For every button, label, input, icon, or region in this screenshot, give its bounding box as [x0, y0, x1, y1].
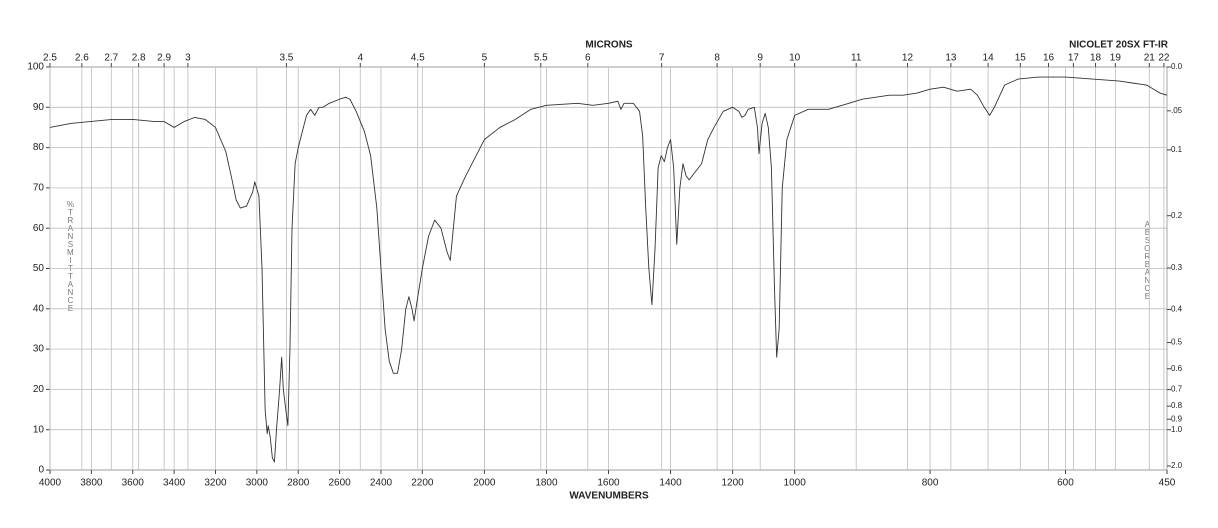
- top-x-tick-label: 4: [357, 53, 363, 64]
- top-x-tick-label: 12: [902, 53, 914, 64]
- top-x-tick-label: 16: [1043, 53, 1055, 64]
- x-tick-label: 600: [1057, 478, 1074, 489]
- x-tick-label: 1200: [721, 478, 744, 489]
- top-x-tick-label: 2.9: [157, 53, 171, 64]
- y2-tick-label: 0.1: [1171, 145, 1183, 154]
- y2-tick-label: 0.2: [1171, 211, 1183, 220]
- y-tick-label: 50: [33, 263, 45, 274]
- top-x-tick-label: 3: [185, 53, 191, 64]
- y-tick-label: 40: [33, 303, 45, 314]
- x-tick-label: 2400: [370, 478, 393, 489]
- x-tick-label: 1600: [597, 478, 620, 489]
- y2-tick-label: 2.0: [1171, 461, 1183, 470]
- y-tick-label: 10: [33, 424, 45, 435]
- top-x-tick-label: 10: [789, 53, 801, 64]
- spectrum-line: [49, 76, 1168, 463]
- top-x-tick-label: 2.7: [104, 53, 118, 64]
- top-x-tick-label: 6: [585, 53, 591, 64]
- top-x-tick-label: 2.5: [43, 53, 57, 64]
- y2-tick-label: 0.5: [1171, 338, 1183, 347]
- y-tick-label: 30: [33, 344, 45, 355]
- y2-tick-label: 0.9: [1171, 414, 1183, 423]
- x-tick-label: 1400: [659, 478, 682, 489]
- x-tick-label: 450: [1159, 478, 1176, 489]
- y-tick-label: 60: [33, 223, 45, 234]
- top-x-tick-label: 18: [1090, 53, 1102, 64]
- top-x-tick-label: 4.5: [411, 53, 425, 64]
- top-x-tick-label: 8: [714, 53, 720, 64]
- top-x-tick-label: 21: [1144, 53, 1156, 64]
- top-axis-label: MICRONS: [585, 40, 633, 51]
- x-tick-label: 2200: [411, 478, 434, 489]
- top-x-tick-label: 7: [659, 53, 665, 64]
- x-tick-label: 2000: [473, 478, 496, 489]
- top-x-tick-label: 22: [1158, 53, 1170, 64]
- y-tick-label: 90: [33, 102, 45, 113]
- y2-tick-label: 0.7: [1171, 385, 1183, 394]
- top-x-tick-label: 11: [851, 53, 862, 64]
- y-tick-label: 80: [33, 142, 45, 153]
- x-tick-label: 2600: [328, 478, 351, 489]
- top-x-tick-label: 2.8: [132, 53, 146, 64]
- y-tick-label: 70: [33, 183, 45, 194]
- x-tick-label: 3600: [122, 478, 145, 489]
- y2-tick-label: .05: [1171, 106, 1183, 115]
- x-tick-label: 4000: [39, 478, 62, 489]
- y2-axis-label: ABSORBANCE: [1143, 220, 1152, 300]
- top-x-tick-label: 5.5: [534, 53, 548, 64]
- x-tick-label: 800: [922, 478, 939, 489]
- y2-tick-label: 1.0: [1171, 425, 1183, 434]
- y-tick-label: 100: [27, 62, 44, 73]
- top-x-tick-label: 19: [1110, 53, 1122, 64]
- top-x-tick-label: 3.5: [279, 53, 293, 64]
- y-tick-label: 20: [33, 384, 45, 395]
- top-x-tick-label: 9: [757, 53, 763, 64]
- x-tick-label: 3800: [80, 478, 103, 489]
- top-x-tick-label: 15: [1015, 53, 1027, 64]
- x-tick-label: 1000: [784, 478, 807, 489]
- top-x-tick-label: 17: [1068, 53, 1080, 64]
- y2-tick-label: 0.4: [1171, 305, 1183, 314]
- x-axis-label: WAVENUMBERS: [569, 491, 649, 502]
- y2-tick-label: 0.3: [1171, 263, 1183, 272]
- top-x-tick-label: 14: [983, 53, 995, 64]
- chart-title: NICOLET 20SX FT-IR: [1069, 40, 1169, 51]
- y2-tick-label: 0.6: [1171, 364, 1183, 373]
- y2-tick-label: 0.8: [1171, 401, 1183, 410]
- x-tick-label: 3200: [204, 478, 227, 489]
- x-tick-label: 2800: [287, 478, 310, 489]
- top-x-tick-label: 13: [945, 53, 957, 64]
- x-tick-label: 3400: [163, 478, 186, 489]
- x-tick-label: 3000: [246, 478, 269, 489]
- top-x-tick-label: 2.6: [75, 53, 89, 64]
- y-tick-label: 0: [38, 465, 44, 476]
- x-tick-label: 1800: [535, 478, 558, 489]
- y2-tick-label: 0.0: [1171, 62, 1183, 71]
- top-x-tick-label: 5: [482, 53, 488, 64]
- y-axis-label: %TRANSMITTANCE: [66, 200, 75, 312]
